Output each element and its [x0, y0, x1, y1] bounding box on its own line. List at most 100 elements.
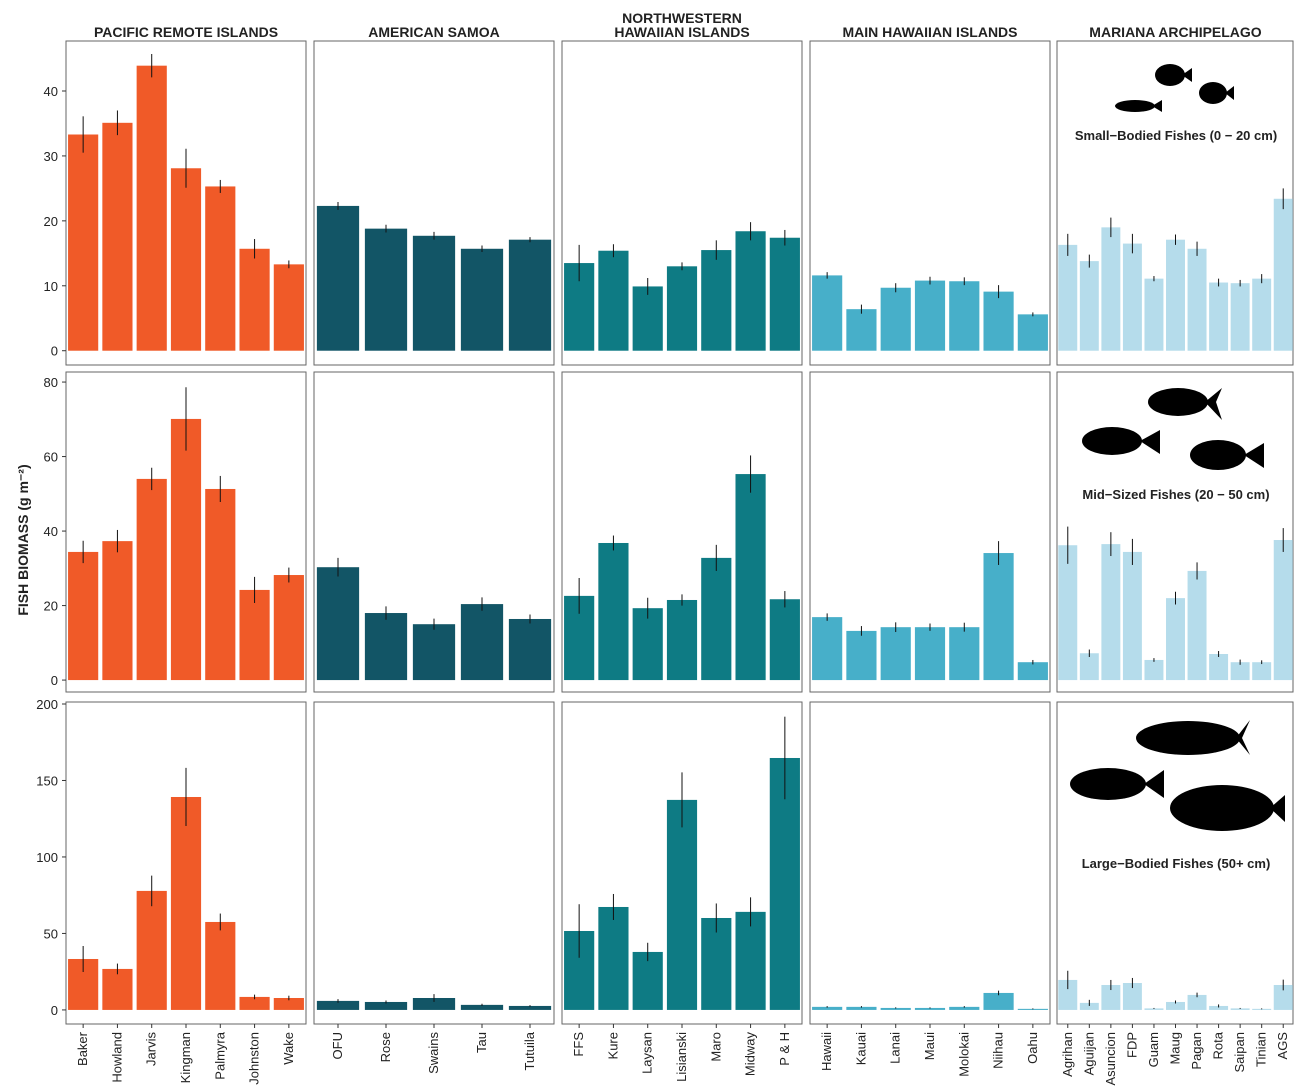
x-tick-label: Asuncion [1103, 1032, 1118, 1085]
bar [846, 309, 877, 351]
annotation: Small−Bodied Fishes (0 − 20 cm) [1075, 128, 1277, 143]
bar [68, 134, 99, 351]
bar [1017, 314, 1048, 351]
bar [1144, 659, 1164, 681]
bar [316, 205, 360, 351]
bar [1058, 244, 1078, 351]
bar [460, 248, 504, 351]
x-tick-label: Lisianski [674, 1032, 689, 1082]
y-tick-label: 40 [44, 524, 58, 539]
column-title: MARIANA ARCHIPELAGO [1089, 24, 1262, 40]
panel [313, 40, 555, 366]
x-tick-label: Laysan [640, 1032, 655, 1074]
bar [666, 799, 698, 1010]
bar [1017, 1008, 1048, 1010]
bar [880, 1007, 911, 1010]
bar [508, 618, 552, 681]
bar [735, 474, 766, 681]
bar [735, 911, 766, 1010]
bar [1122, 243, 1142, 351]
bar [460, 1004, 504, 1010]
bar [735, 231, 766, 351]
bar [508, 239, 552, 351]
x-tick-label: Molokai [956, 1032, 971, 1077]
bar [1101, 227, 1121, 351]
x-tick-label: Kauai [853, 1032, 868, 1065]
column-title: AMERICAN SAMOA [368, 24, 499, 40]
bar [666, 266, 698, 351]
bar [701, 557, 732, 681]
bar [701, 917, 732, 1010]
column-title: PACIFIC REMOTE ISLANDS [94, 24, 278, 40]
bar [412, 624, 456, 681]
bar [205, 921, 236, 1010]
bar [1273, 984, 1293, 1010]
bar [508, 1005, 552, 1010]
x-tick-label: Palmyra [212, 1031, 227, 1079]
x-tick-label: FDP [1124, 1032, 1139, 1058]
panel [65, 371, 307, 693]
bar [170, 168, 202, 351]
x-tick-label: Maro [708, 1032, 723, 1062]
column-title: MAIN HAWAIIAN ISLANDS [843, 24, 1018, 40]
x-tick-label: Midway [743, 1032, 758, 1077]
panel [313, 371, 555, 693]
x-tick-label: Kure [605, 1032, 620, 1059]
bar [412, 997, 456, 1010]
y-tick-label: 0 [51, 1003, 58, 1018]
bar [1122, 551, 1142, 681]
y-tick-label: 0 [51, 673, 58, 688]
bar [949, 627, 980, 681]
y-tick-label: 10 [44, 279, 58, 294]
x-tick-label: FFS [571, 1032, 586, 1057]
bar [273, 997, 304, 1010]
x-tick-label: Swains [426, 1032, 441, 1074]
column-title: HAWAIIAN ISLANDS [614, 24, 749, 40]
y-tick-label: 20 [44, 214, 58, 229]
bar [239, 589, 270, 681]
x-tick-label: Baker [75, 1031, 90, 1066]
bar [1079, 1002, 1099, 1010]
bar [1230, 662, 1250, 681]
x-tick-label: Maui [922, 1032, 937, 1060]
bar [1101, 544, 1121, 681]
bar [1017, 662, 1048, 681]
column-title: NORTHWESTERN [622, 10, 742, 26]
bar [136, 478, 167, 681]
bar [812, 275, 843, 351]
bar [136, 65, 167, 351]
bar [364, 1001, 408, 1010]
bar [812, 617, 843, 681]
bar [205, 488, 236, 681]
y-tick-label: 150 [36, 773, 58, 788]
bar [1166, 1001, 1185, 1010]
x-tick-label: Guam [1146, 1032, 1161, 1067]
x-tick-label: Kingman [178, 1032, 193, 1083]
bar [983, 553, 1014, 681]
bar [598, 250, 629, 351]
bar [1230, 283, 1250, 351]
bar [273, 264, 304, 351]
x-tick-label: Wake [281, 1032, 296, 1065]
bar [880, 627, 911, 681]
bar [102, 968, 133, 1010]
y-tick-label: 100 [36, 850, 58, 865]
x-tick-label: Maug [1168, 1032, 1183, 1065]
bar [769, 237, 800, 351]
bar [1166, 239, 1185, 351]
bar [949, 281, 980, 351]
bar [598, 542, 629, 681]
bar [1101, 984, 1121, 1010]
panel [1056, 371, 1294, 693]
panel [561, 40, 803, 366]
bar [1079, 261, 1099, 351]
bar [1187, 248, 1207, 351]
y-tick-label: 50 [44, 926, 58, 941]
bar [460, 604, 504, 681]
bar [983, 291, 1014, 351]
bar [1230, 1008, 1250, 1010]
x-tick-label: Lanai [888, 1032, 903, 1064]
bar [102, 122, 133, 351]
y-tick-label: 200 [36, 697, 58, 712]
bar [239, 996, 270, 1010]
